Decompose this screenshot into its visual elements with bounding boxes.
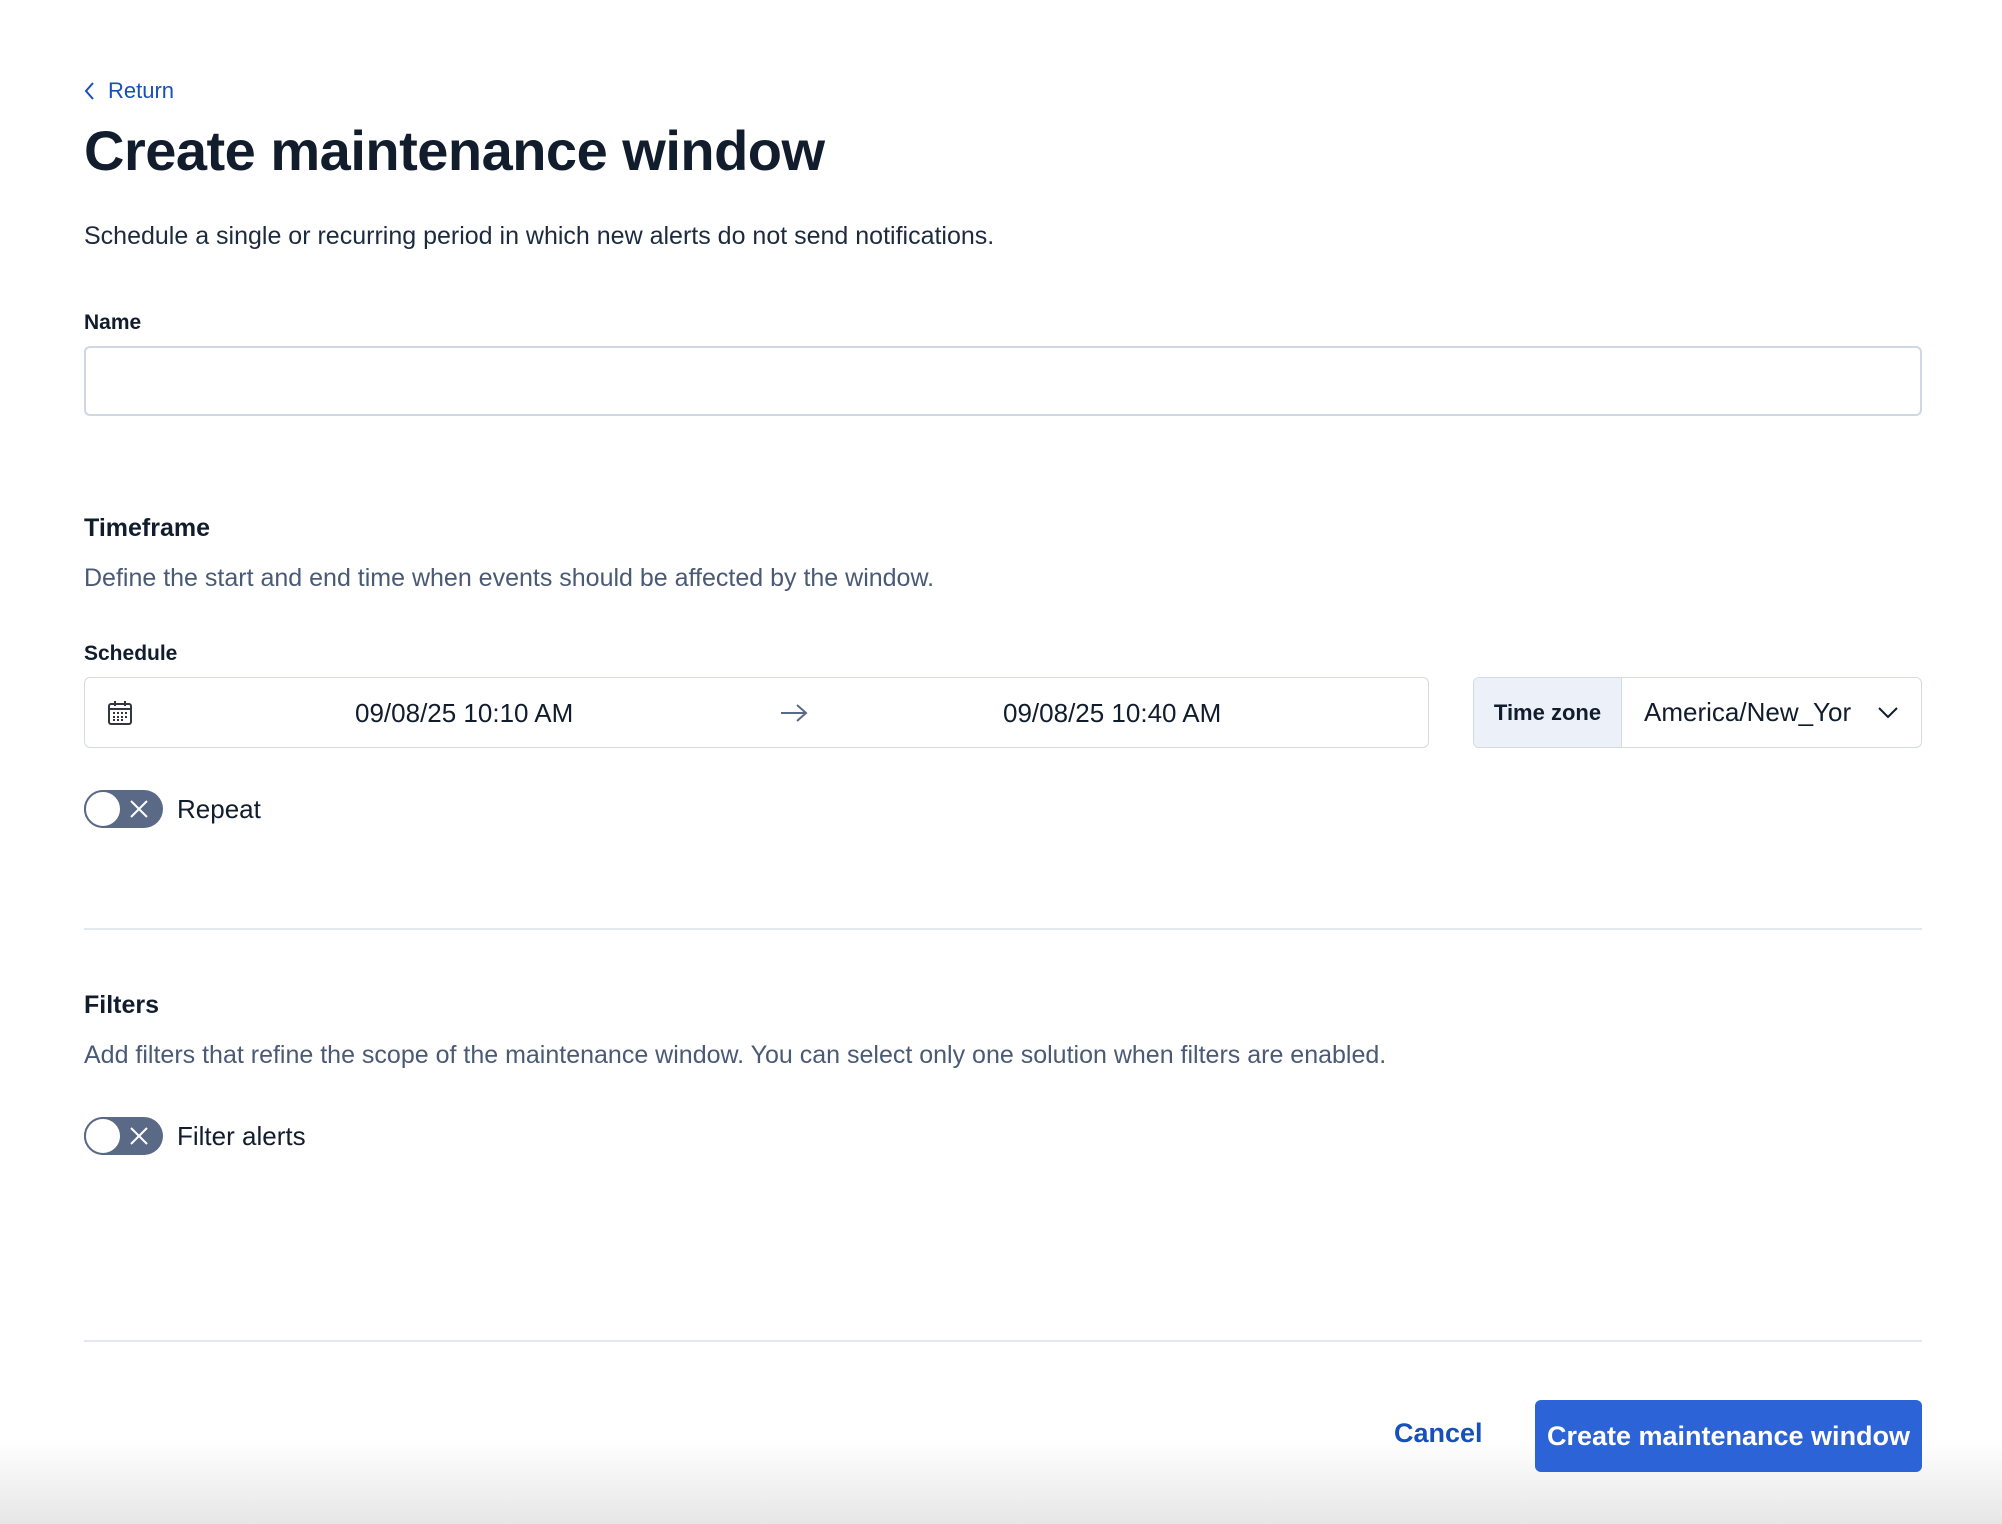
timeframe-heading: Timeframe <box>84 514 210 542</box>
schedule-label: Schedule <box>84 642 178 665</box>
timezone-value: America/New_Yor <box>1644 697 1852 727</box>
return-link[interactable]: Return <box>84 78 174 104</box>
filter-alerts-toggle[interactable] <box>84 1117 163 1155</box>
return-label: Return <box>108 78 175 103</box>
name-label: Name <box>84 311 142 334</box>
footer-divider <box>84 1340 1922 1342</box>
section-divider <box>84 928 1922 930</box>
timezone-label: Time zone <box>1474 678 1622 747</box>
filter-alerts-label: Filter alerts <box>177 1120 306 1151</box>
x-icon <box>130 1127 148 1145</box>
arrow-right-icon <box>781 704 808 722</box>
end-date-button[interactable]: 09/08/25 10:40 AM <box>1003 698 1222 728</box>
filters-description: Add filters that refine the scope of the… <box>84 1041 1387 1069</box>
timezone-select[interactable]: Time zone America/New_Yor <box>1473 677 1922 748</box>
page-title: Create maintenance window <box>84 119 825 182</box>
chevron-left-icon <box>84 82 94 100</box>
name-input[interactable] <box>84 346 1922 416</box>
repeat-label: Repeat <box>177 793 261 824</box>
x-icon <box>130 800 148 818</box>
create-maintenance-window-button[interactable]: Create maintenance window <box>1535 1400 1922 1472</box>
timeframe-description: Define the start and end time when event… <box>84 564 935 592</box>
calendar-icon <box>108 701 132 725</box>
start-date-button[interactable]: 09/08/25 10:10 AM <box>355 698 574 728</box>
filters-heading: Filters <box>84 991 160 1019</box>
repeat-toggle[interactable] <box>84 790 163 828</box>
cancel-button[interactable]: Cancel <box>1394 1418 1483 1448</box>
chevron-down-icon <box>1878 706 1898 718</box>
page-subtitle: Schedule a single or recurring period in… <box>84 222 995 250</box>
schedule-date-range: 09/08/25 10:10 AM 09/08/25 10:40 AM <box>84 677 1429 748</box>
